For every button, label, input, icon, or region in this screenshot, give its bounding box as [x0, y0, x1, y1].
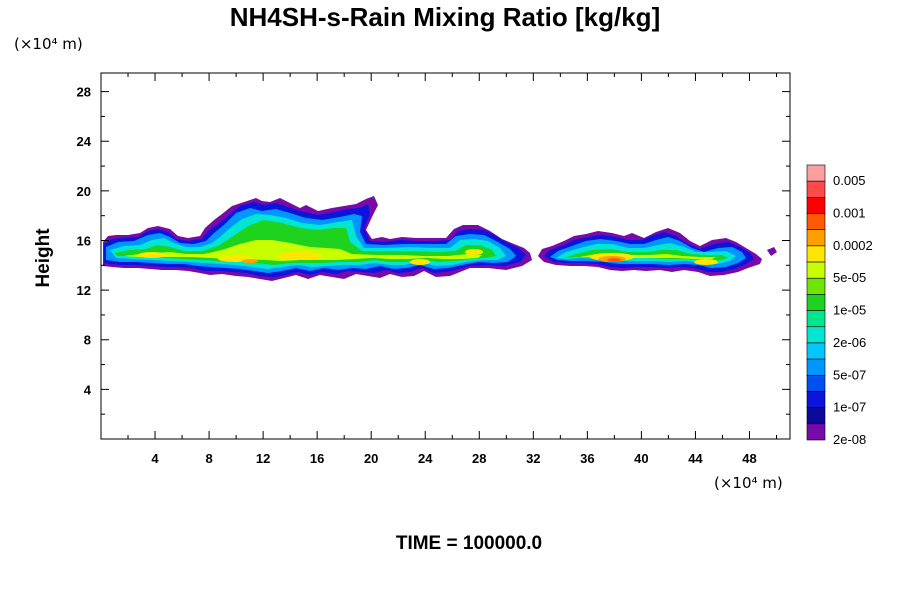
colorbar	[806, 164, 826, 441]
plot-frame	[100, 72, 791, 440]
x-tick-label: 48	[742, 451, 756, 466]
colorbar-swatch	[806, 407, 826, 425]
y-tick-label: 12	[77, 283, 91, 298]
y-axis-label: Height	[33, 228, 54, 288]
y-tick-label: 16	[77, 233, 91, 248]
contour-2e-04-a	[242, 259, 258, 263]
x-tick-label: 20	[364, 451, 378, 466]
x-tick-label: 4	[151, 451, 159, 466]
colorbar-swatch	[806, 342, 826, 360]
x-tick-labels: 4 8 12 16 20 24 28 32 36 40 44 48	[151, 451, 756, 466]
colorbar-swatch	[806, 374, 826, 392]
colorbar-swatch	[806, 229, 826, 247]
x-axis-unit: (×10⁴ m)	[714, 474, 783, 492]
colorbar-swatch	[806, 180, 826, 198]
contour-1e-04-d	[410, 259, 430, 265]
axis-ticks	[101, 73, 790, 439]
contour-1e-04-e	[465, 249, 483, 255]
colorbar-swatch	[806, 391, 826, 408]
colorbar-label: 0.001	[833, 206, 866, 221]
colorbar-label: 0.005	[833, 173, 866, 188]
colorbar-swatch	[806, 261, 826, 279]
chart-title: NH4SH-s-Rain Mixing Ratio [kg/kg]	[230, 2, 660, 32]
y-tick-labels: 4 8 12 16 20 24 28	[77, 85, 92, 398]
x-tick-label: 44	[688, 451, 703, 466]
x-tick-label: 36	[580, 451, 594, 466]
colorbar-swatch	[806, 164, 826, 182]
colorbar-label: 0.0002	[833, 238, 873, 253]
colorbar-label: 2e-08	[833, 432, 866, 447]
x-tick-label: 24	[418, 451, 433, 466]
y-axis-unit: (×10⁴ m)	[14, 35, 83, 53]
colorbar-swatch	[806, 197, 826, 214]
colorbar-label: 5e-07	[833, 367, 866, 382]
x-tick-label: 32	[526, 451, 540, 466]
contour-5e-05	[124, 240, 482, 261]
x-tick-label: 8	[205, 451, 212, 466]
colorbar-label: 1e-07	[833, 400, 866, 415]
colorbar-swatch	[806, 277, 826, 295]
colorbar-swatch	[806, 358, 826, 376]
x-tick-label: 40	[634, 451, 648, 466]
x-tick-label: 12	[256, 451, 270, 466]
y-tick-label: 20	[77, 184, 91, 199]
colorbar-swatch	[806, 326, 826, 344]
y-tick-label: 8	[84, 333, 91, 348]
contour-2e-08-speck	[767, 247, 777, 256]
colorbar-label: 5e-05	[833, 270, 866, 285]
y-tick-label: 24	[77, 134, 92, 149]
colorbar-swatch	[806, 245, 826, 263]
colorbar-swatch	[806, 310, 826, 328]
x-tick-label: 28	[472, 451, 486, 466]
time-annotation: TIME = 100000.0	[396, 533, 542, 554]
x-tick-label: 16	[310, 451, 324, 466]
colorbar-label: 2e-06	[833, 335, 866, 350]
colorbar-swatch	[806, 294, 826, 311]
y-tick-label: 28	[77, 85, 91, 100]
contour-1e-04-a	[138, 252, 166, 258]
colorbar-swatch	[806, 213, 826, 231]
colorbar-swatch	[806, 423, 826, 441]
y-tick-label: 4	[84, 382, 92, 397]
mixing-ratio-field	[103, 196, 777, 281]
colorbar-label: 1e-05	[833, 303, 866, 318]
colorbar-labels: 0.005 0.001 0.0002 5e-05 1e-05 2e-06 5e-07 1e-0…	[833, 173, 873, 447]
contour-1e-04-c	[278, 252, 322, 260]
contour-1e-04-g	[694, 259, 718, 265]
contour-1e-03	[607, 258, 621, 262]
